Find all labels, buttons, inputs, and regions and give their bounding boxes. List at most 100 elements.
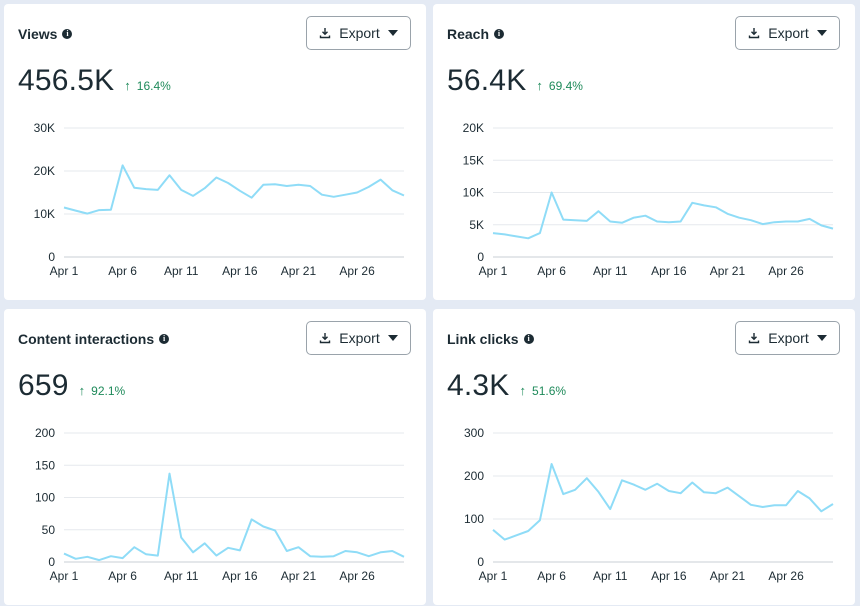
x-tick-label: Apr 6 (108, 569, 137, 583)
change-value: 51.6% (532, 383, 567, 398)
y-tick-label: 5K (469, 218, 484, 232)
x-tick-label: Apr 11 (593, 569, 628, 583)
y-tick-label: 0 (48, 555, 55, 569)
caret-down-icon (387, 335, 398, 341)
x-tick-label: Apr 1 (479, 264, 508, 278)
metric-value: 456.5K (18, 64, 115, 97)
export-label: Export (339, 330, 380, 346)
card-title: Content interactions (18, 331, 155, 347)
line-chart: 0 50 100 150 200 Apr 1 Apr 6 Apr 11 Apr 16 Apr 21… (35, 426, 405, 583)
y-tick-label: 0 (477, 555, 484, 569)
caret-down-icon (816, 30, 827, 36)
x-tick-label: Apr 6 (537, 264, 566, 278)
arrow-up-icon: ↑ (78, 383, 86, 398)
x-tick-label: Apr 1 (50, 264, 79, 278)
x-tick-label: Apr 26 (768, 569, 804, 583)
info-icon[interactable]: i (62, 29, 73, 39)
card-title-row: Reach i (447, 26, 505, 42)
change-indicator: ↑ 16.4% (124, 78, 171, 93)
change-indicator: ↑ 92.1% (79, 383, 126, 398)
export-label: Export (768, 330, 809, 346)
content-interactions-card: Content interactions i Export 659 ↑ 92.1… (4, 309, 426, 605)
download-icon (320, 333, 331, 344)
y-tick-label: 20K (34, 164, 55, 178)
change-value: 69.4% (548, 78, 583, 93)
x-tick-label: Apr 21 (281, 264, 317, 278)
x-tick-label: Apr 26 (339, 569, 375, 583)
metric-row: 456.5K ↑ 16.4% (18, 64, 171, 98)
download-icon (749, 28, 760, 39)
x-tick-label: Apr 11 (164, 569, 199, 583)
x-tick-label: Apr 1 (50, 569, 79, 583)
series-line (63, 472, 405, 562)
export-button[interactable]: Export (735, 16, 840, 50)
metric-value: 659 (18, 369, 69, 402)
card-title: Views (18, 26, 58, 42)
export-label: Export (768, 25, 809, 41)
x-tick-label: Apr 11 (164, 264, 199, 278)
y-tick-label: 200 (464, 469, 484, 483)
x-tick-label: Apr 16 (222, 569, 258, 583)
x-tick-label: Apr 16 (222, 264, 258, 278)
metric-row: 56.4K ↑ 69.4% (447, 64, 583, 98)
x-tick-label: Apr 21 (710, 569, 746, 583)
x-tick-label: Apr 26 (339, 264, 375, 278)
y-tick-label: 150 (35, 458, 55, 472)
card-title-row: Content interactions i (18, 331, 170, 347)
y-tick-label: 15K (463, 153, 484, 167)
x-tick-label: Apr 21 (710, 264, 746, 278)
y-tick-label: 0 (48, 250, 55, 264)
y-tick-label: 30K (34, 121, 55, 135)
line-chart: 0 10K 20K 30K Apr 1 Apr 6 Apr 11 Apr 16 Apr 21 Ap… (34, 121, 405, 278)
arrow-up-icon: ↑ (536, 78, 543, 93)
metric-row: 4.3K ↑ 51.6% (447, 369, 566, 403)
y-tick-label: 100 (464, 512, 484, 526)
arrow-up-icon: ↑ (124, 78, 131, 93)
series-line (492, 191, 834, 240)
card-title: Link clicks (447, 331, 519, 347)
y-tick-label: 20K (463, 121, 484, 135)
y-tick-label: 200 (35, 426, 55, 440)
caret-down-icon (387, 30, 398, 36)
reach-card: Reach i Export 56.4K ↑ 69.4% 0 5K 10K 15K 20… (433, 4, 855, 300)
change-value: 16.4% (136, 78, 171, 93)
line-chart: 0 100 200 300 Apr 1 Apr 6 Apr 11 Apr 16 Apr 21 Ap… (464, 426, 834, 583)
download-icon (749, 333, 760, 344)
x-tick-label: Apr 16 (651, 569, 687, 583)
info-icon[interactable]: i (159, 334, 170, 344)
download-icon (320, 28, 331, 39)
info-icon[interactable]: i (494, 29, 505, 39)
export-label: Export (339, 25, 380, 41)
x-tick-label: Apr 21 (281, 569, 317, 583)
y-tick-label: 0 (477, 250, 484, 264)
x-tick-label: Apr 11 (593, 264, 628, 278)
series-line (63, 164, 405, 215)
line-chart: 0 5K 10K 15K 20K Apr 1 Apr 6 Apr 11 Apr 16 Apr 21… (463, 121, 834, 278)
arrow-up-icon: ↑ (519, 383, 527, 398)
export-button[interactable]: Export (735, 321, 840, 355)
link-clicks-card: Link clicks i Export 4.3K ↑ 51.6% 0 100 20… (433, 309, 855, 605)
export-button[interactable]: Export (306, 16, 411, 50)
y-tick-label: 50 (42, 523, 56, 537)
card-title-row: Link clicks i (447, 331, 534, 347)
info-icon[interactable]: i (523, 334, 534, 344)
x-tick-label: Apr 16 (651, 264, 687, 278)
change-indicator: ↑ 51.6% (520, 383, 567, 398)
export-button[interactable]: Export (306, 321, 411, 355)
views-card: Views i Export 456.5K ↑ 16.4% 0 10K 20K 30K… (4, 4, 426, 300)
metric-value: 56.4K (447, 64, 527, 97)
x-tick-label: Apr 6 (537, 569, 566, 583)
x-tick-label: Apr 1 (479, 569, 508, 583)
card-title: Reach (447, 26, 490, 42)
y-tick-label: 10K (463, 186, 484, 200)
y-tick-label: 100 (35, 491, 55, 505)
caret-down-icon (816, 335, 827, 341)
y-tick-label: 300 (464, 426, 484, 440)
series-line (492, 463, 834, 541)
card-title-row: Views i (18, 26, 73, 42)
change-indicator: ↑ 69.4% (536, 78, 583, 93)
change-value: 92.1% (91, 383, 126, 398)
x-tick-label: Apr 26 (768, 264, 804, 278)
metric-row: 659 ↑ 92.1% (18, 369, 125, 403)
